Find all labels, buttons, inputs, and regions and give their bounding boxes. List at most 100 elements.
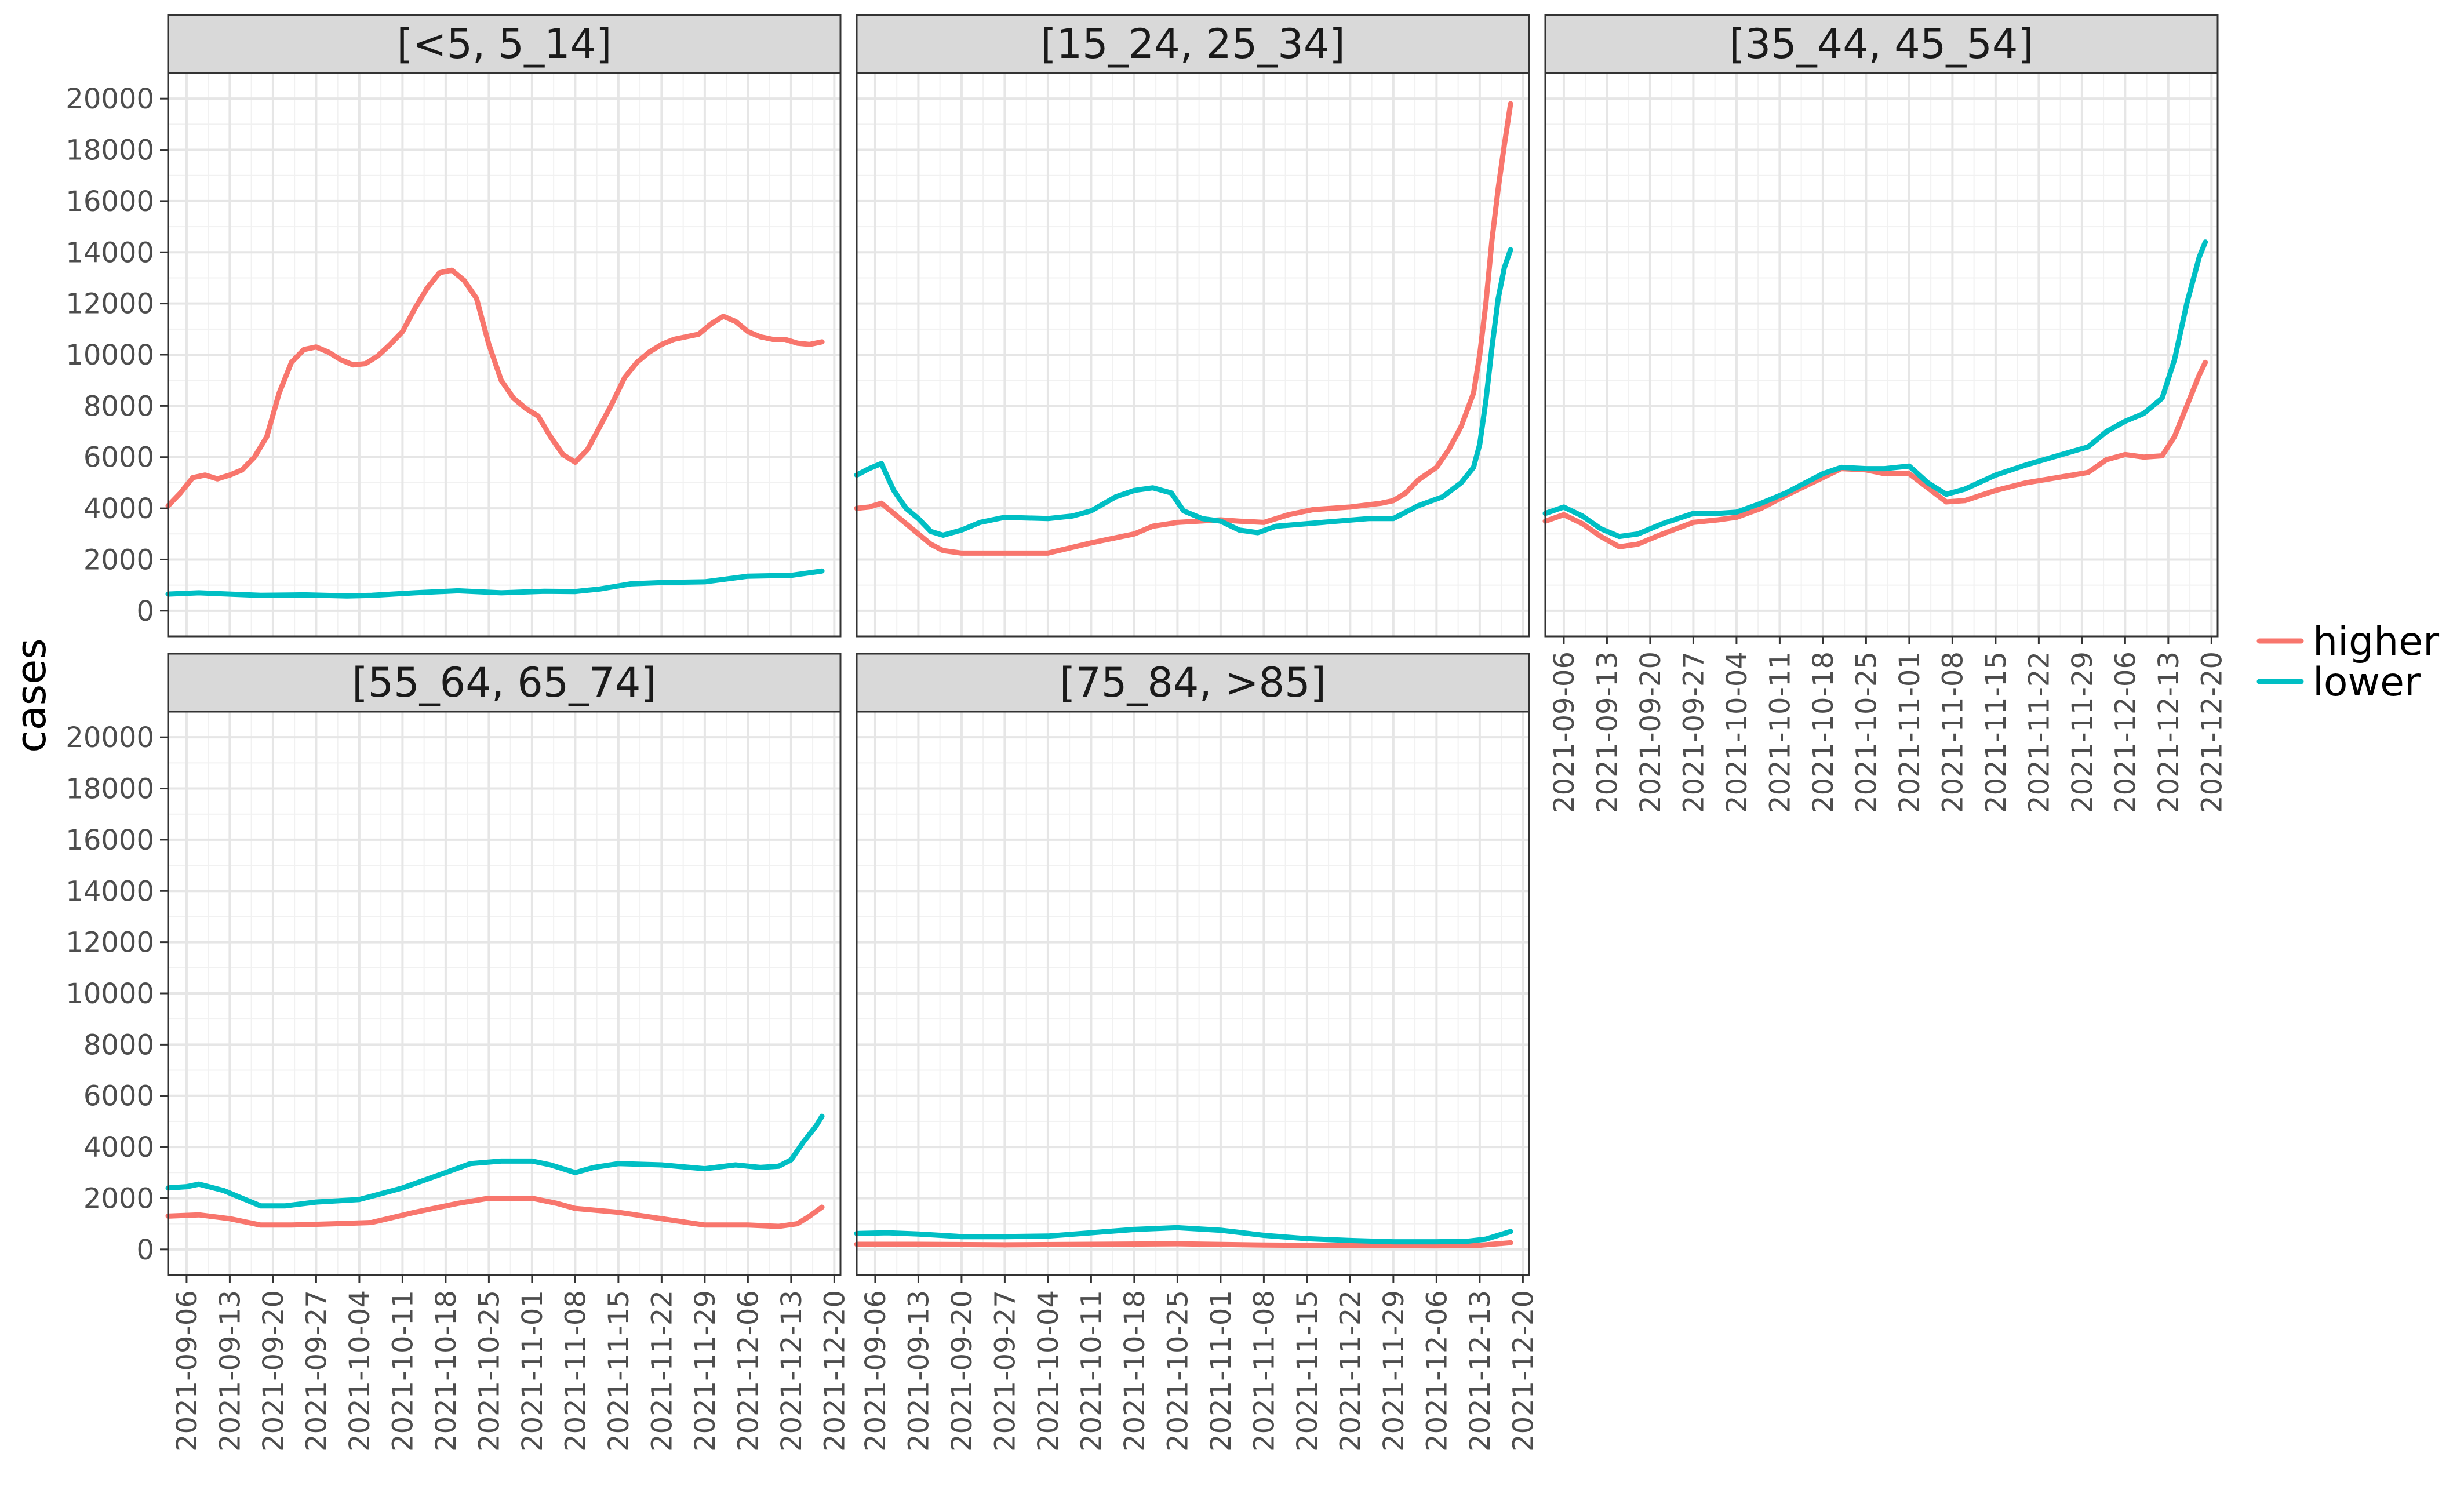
series-line-lower-panel-5 [854,1225,1513,1245]
series-line-higher-panel-2 [854,101,1513,556]
y-tick-label: 14000 [65,875,154,908]
x-tick-label: 2021-11-08 [1937,651,1969,813]
x-tick-label: 2021-09-27 [300,1290,333,1452]
facet-strip-label-5: [75_84, >85] [1060,659,1326,706]
y-tick-label: 0 [136,1234,154,1266]
x-tick-label: 2021-11-01 [1894,651,1926,813]
x-tick-label: 2021-12-06 [1421,1290,1453,1452]
x-tick-label: 2021-12-13 [1464,1290,1497,1452]
x-tick-label: 2021-09-27 [1677,651,1710,813]
x-tick-label: 2021-10-18 [1807,651,1840,813]
x-tick-label: 2021-12-20 [2196,651,2228,813]
y-tick-label: 6000 [83,1080,154,1113]
x-tick-label: 2021-10-11 [387,1290,419,1452]
facet-strip-label-2: [15_24, 25_34] [1040,20,1345,68]
series-line-lower-panel-3 [1542,239,2208,540]
facet-strip-label-4: [55_64, 65_74] [352,659,656,706]
facet-strip-1 [167,14,842,74]
x-tick-label: 2021-09-06 [860,1290,892,1452]
x-tick-label: 2021-09-06 [171,1290,203,1452]
facet-panel-1 [168,73,840,636]
series-line-lower-panel-4 [165,1113,825,1209]
x-tick-label: 2021-09-20 [946,1290,978,1452]
x-tick-label: 2021-09-13 [1591,651,1624,813]
y-tick-label: 2000 [83,544,154,576]
x-tick-label: 2021-10-25 [473,1290,505,1452]
series-line-lower-panel-1 [165,568,825,599]
x-tick-label: 2021-10-25 [1162,1290,1194,1452]
x-tick-label: 2021-11-22 [2023,651,2055,813]
y-tick-label: 20000 [65,722,154,754]
x-tick-label: 2021-12-13 [776,1290,808,1452]
facet-panel-5 [857,712,1529,1275]
x-tick-label: 2021-11-29 [2066,651,2099,813]
x-tick-label: 2021-11-29 [1378,1290,1410,1452]
facet-strip-3 [1544,14,2219,74]
x-tick-label: 2021-12-13 [2153,651,2185,813]
series-line-higher-panel-3 [1542,359,2208,549]
facet-panel-4 [168,712,840,1275]
y-tick-label: 4000 [83,1131,154,1164]
facet-panel-2 [857,73,1529,636]
x-tick-label: 2021-11-15 [1291,1290,1324,1452]
x-tick-label: 2021-10-04 [344,1290,376,1452]
y-tick-label: 2000 [83,1182,154,1215]
y-tick-label: 10000 [65,339,154,371]
x-tick-label: 2021-10-11 [1764,651,1796,813]
x-tick-label: 2021-11-01 [516,1290,549,1452]
x-tick-label: 2021-09-27 [989,1290,1021,1452]
y-tick-label: 6000 [83,442,154,474]
x-tick-label: 2021-10-04 [1721,651,1753,813]
x-tick-label: 2021-10-04 [1032,1290,1065,1452]
x-tick-label: 2021-11-22 [646,1290,678,1452]
x-tick-label: 2021-12-20 [1507,1290,1539,1452]
x-tick-label: 2021-11-22 [1334,1290,1367,1452]
x-tick-label: 2021-11-29 [689,1290,722,1452]
x-tick-label: 2021-11-08 [1248,1290,1280,1452]
y-tick-label: 16000 [65,185,154,218]
x-tick-label: 2021-11-15 [603,1290,635,1452]
series-line-lower-panel-2 [854,247,1513,538]
legend-label-lower: lower [2313,660,2421,705]
y-tick-label: 16000 [65,824,154,857]
y-tick-label: 8000 [83,390,154,422]
x-tick-label: 2021-09-06 [1548,651,1581,813]
y-tick-label: 12000 [65,288,154,320]
series-line-higher-panel-1 [165,267,825,509]
y-tick-label: 14000 [65,236,154,269]
x-tick-label: 2021-10-18 [1119,1290,1151,1452]
facet-strip-4 [167,653,842,713]
y-tick-label: 18000 [65,134,154,167]
x-tick-label: 2021-09-13 [214,1290,246,1452]
facet-strip-label-3: [35_44, 45_54] [1729,20,2033,68]
legend-label-higher: higher [2313,619,2439,665]
facet-strip-5 [856,653,1530,713]
x-tick-label: 2021-11-08 [559,1290,592,1452]
y-tick-label: 4000 [83,493,154,525]
y-tick-label: 20000 [65,83,154,115]
y-tick-label: 12000 [65,927,154,959]
x-tick-label: 2021-09-20 [1635,651,1667,813]
x-tick-label: 2021-12-20 [818,1290,851,1452]
x-tick-label: 2021-09-20 [257,1290,290,1452]
series-line-higher-panel-5 [854,1240,1513,1249]
y-tick-label: 18000 [65,773,154,806]
series-line-higher-panel-4 [165,1196,825,1229]
y-axis-title: cases [8,638,55,752]
y-tick-label: 8000 [83,1029,154,1061]
x-tick-label: 2021-12-06 [2109,651,2142,813]
x-tick-label: 2021-09-13 [902,1290,935,1452]
x-tick-label: 2021-10-11 [1075,1290,1108,1452]
y-tick-label: 0 [136,595,154,628]
x-tick-label: 2021-11-15 [1980,651,2012,813]
x-tick-label: 2021-11-01 [1205,1290,1238,1452]
y-tick-label: 10000 [65,978,154,1010]
facet-strip-label-1: [<5, 5_14] [397,20,612,68]
x-tick-label: 2021-12-06 [732,1290,765,1452]
x-tick-label: 2021-10-25 [1850,651,1883,813]
facet-strip-2 [856,14,1530,74]
x-tick-label: 2021-10-18 [430,1290,463,1452]
